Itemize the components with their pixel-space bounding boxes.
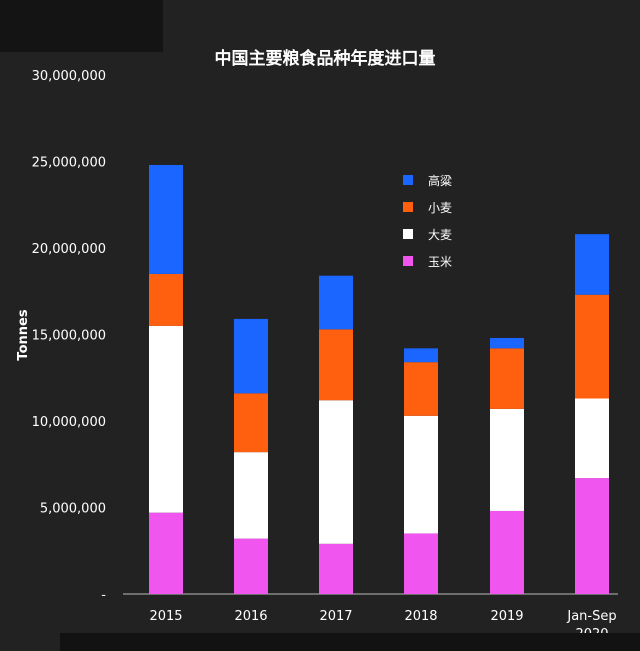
bar-segment: [149, 512, 183, 594]
bar-segment: [404, 362, 438, 416]
y-axis-label: Tonnes: [16, 309, 31, 360]
bar-segment: [490, 348, 524, 409]
x-tick-label: 2019: [490, 609, 523, 624]
bar-segment: [404, 348, 438, 363]
dark-overlay-top: [0, 0, 163, 52]
bar-segment: [149, 273, 183, 326]
bar-segment: [149, 164, 183, 274]
legend-label: 玉米: [428, 255, 452, 269]
legend-swatch: [403, 202, 413, 212]
y-axis-ticks: - 5,000,000 10,000,000 15,000,000 20,000,000…: [32, 69, 107, 603]
x-tick-label: 2018: [404, 609, 437, 624]
bar-segment: [319, 275, 353, 330]
bar-segment: [575, 478, 609, 594]
bar-segment: [404, 415, 438, 534]
y-tick-label: 25,000,000: [32, 156, 106, 171]
legend-label: 高粱: [428, 173, 452, 188]
legend-label: 大麦: [428, 228, 452, 242]
y-tick-label: -: [101, 588, 106, 603]
bar-segment: [490, 510, 524, 594]
x-tick-label: 2016: [234, 609, 267, 624]
bar-segment: [234, 318, 268, 394]
bar-segment: [234, 538, 268, 594]
legend-label: 小麦: [428, 201, 452, 215]
bar-segment: [404, 533, 438, 594]
bar-segment: [234, 393, 268, 453]
bar-segment: [490, 408, 524, 511]
bar-segment: [575, 398, 609, 479]
y-tick-label: 5,000,000: [40, 502, 106, 517]
x-tick-label: 2015: [149, 609, 182, 624]
y-tick-label: 20,000,000: [32, 242, 106, 257]
bar-segment: [234, 452, 268, 539]
bars-group: [149, 164, 609, 594]
y-tick-label: 15,000,000: [32, 329, 106, 344]
bar-segment: [575, 294, 609, 399]
dark-overlay-bottom: [60, 633, 640, 651]
x-tick-label: Jan-Sep: [566, 609, 616, 624]
legend-swatch: [403, 175, 413, 185]
legend-swatch: [403, 229, 413, 239]
bar-segment: [319, 400, 353, 544]
bar-segment: [319, 543, 353, 594]
x-tick-label: 2017: [319, 609, 352, 624]
bar-segment: [575, 234, 609, 295]
legend-swatch: [403, 256, 413, 266]
y-tick-label: 30,000,000: [32, 69, 106, 84]
y-tick-label: 10,000,000: [32, 415, 106, 430]
bar-segment: [149, 325, 183, 513]
bar-segment: [490, 337, 524, 349]
bar-segment: [319, 329, 353, 401]
chart-title: 中国主要粮食品种年度进口量: [215, 48, 436, 69]
